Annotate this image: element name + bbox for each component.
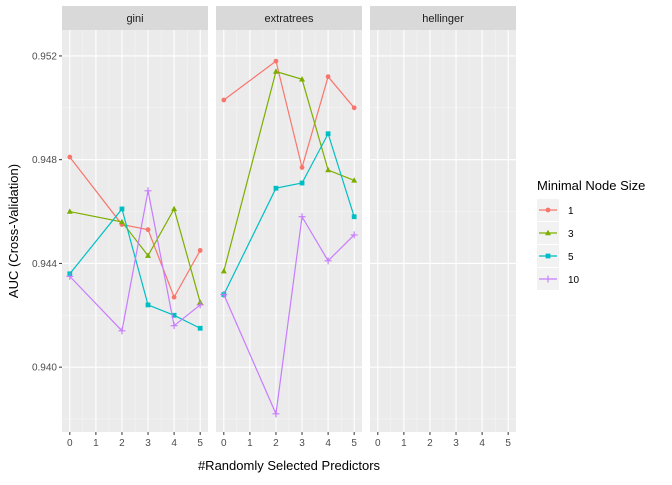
data-point <box>67 154 73 160</box>
x-tick-label: 1 <box>93 438 99 449</box>
data-point <box>170 322 178 330</box>
facet-strip-hellinger <box>370 6 516 30</box>
x-tick-label: 3 <box>299 438 305 449</box>
data-point <box>221 97 227 103</box>
data-point <box>220 291 228 299</box>
x-tick-label: 2 <box>119 438 125 449</box>
data-point <box>145 302 151 308</box>
data-point <box>197 325 203 331</box>
facet-strip-label: gini <box>126 13 143 25</box>
facet-strip-label: hellinger <box>422 13 464 25</box>
data-point <box>351 177 358 183</box>
data-point <box>272 68 279 74</box>
x-tick-label: 5 <box>197 438 203 449</box>
data-point <box>171 205 178 212</box>
facet-panel-gini: gini 0 1 2 3 4 5 <box>62 6 208 449</box>
data-point <box>325 166 332 173</box>
facet-panel-extratrees: extratrees 0 1 2 3 4 5 <box>216 6 362 449</box>
data-point <box>299 165 305 170</box>
legend-label: 10 <box>568 275 580 286</box>
x-tick-label: 2 <box>273 438 279 449</box>
data-point <box>171 294 177 300</box>
y-tick-label: 0.948 <box>32 155 57 166</box>
facet-strip-label: extratrees <box>265 13 314 25</box>
data-point <box>325 74 331 80</box>
data-point <box>118 218 125 225</box>
legend-item-3: 3 <box>537 222 574 244</box>
x-tick-label: 5 <box>505 438 511 449</box>
legend-item-10: 10 <box>537 268 580 290</box>
legend-item-1: 1 <box>537 199 574 221</box>
data-point <box>171 312 177 318</box>
x-axis-title: #Randomly Selected Predictors <box>198 458 381 473</box>
y-tick-label: 0.940 <box>32 363 57 374</box>
data-point <box>66 272 74 280</box>
series-10-gini <box>66 187 204 335</box>
x-tick-label: 0 <box>375 438 381 449</box>
y-tick-label: 0.952 <box>32 51 57 62</box>
data-point <box>66 208 73 214</box>
data-point <box>273 185 279 191</box>
legend-key-marker <box>545 229 551 236</box>
data-point <box>298 213 306 221</box>
x-tick-label: 4 <box>479 438 485 449</box>
data-point <box>145 252 152 258</box>
facet-strip-extratrees <box>216 6 362 30</box>
legend-label: 3 <box>568 229 574 240</box>
x-tick-label: 1 <box>401 438 407 449</box>
data-point <box>351 214 357 220</box>
data-point <box>144 187 152 195</box>
data-point <box>197 248 203 253</box>
x-tick-label: 0 <box>221 438 227 449</box>
series-1-gini <box>67 154 203 300</box>
y-tick-label: 0.944 <box>32 259 57 270</box>
x-tick-label: 4 <box>171 438 177 449</box>
x-tick-label: 0 <box>67 438 73 449</box>
data-point <box>299 180 305 186</box>
series-3-gini <box>66 205 204 305</box>
x-tick-label: 3 <box>145 438 151 449</box>
legend-key-marker <box>544 275 552 283</box>
legend-label: 1 <box>568 206 574 217</box>
legend-item-5: 5 <box>537 245 574 267</box>
legend-title: Minimal Node Size <box>537 178 645 193</box>
data-point <box>196 301 204 309</box>
data-point <box>325 131 331 137</box>
x-tick-label: 1 <box>247 438 253 449</box>
legend-label: 5 <box>568 252 574 263</box>
legend: Minimal Node Size 1 3 5 10 <box>537 178 645 290</box>
y-axis-title: AUC (Cross-Validation) <box>6 164 21 298</box>
series-3-extratrees <box>220 68 358 274</box>
facet-strip-gini <box>62 6 208 30</box>
data-point <box>324 257 332 265</box>
data-point <box>273 58 279 64</box>
data-point <box>145 227 151 233</box>
x-tick-label: 2 <box>427 438 433 449</box>
series-1-extratrees <box>221 58 357 170</box>
data-point <box>351 105 357 111</box>
data-point <box>299 76 306 82</box>
x-tick-label: 3 <box>453 438 459 449</box>
legend-key-marker <box>545 253 551 259</box>
data-point <box>220 268 227 274</box>
data-point <box>350 231 358 239</box>
x-tick-label: 4 <box>325 438 331 449</box>
series-10-extratrees <box>220 213 358 418</box>
data-point <box>272 410 280 418</box>
x-tick-label: 5 <box>351 438 357 449</box>
data-point <box>119 206 125 212</box>
legend-key-marker <box>545 207 551 213</box>
facet-panel-hellinger: hellinger 0 1 2 3 4 5 <box>370 6 516 449</box>
data-point <box>118 327 126 335</box>
